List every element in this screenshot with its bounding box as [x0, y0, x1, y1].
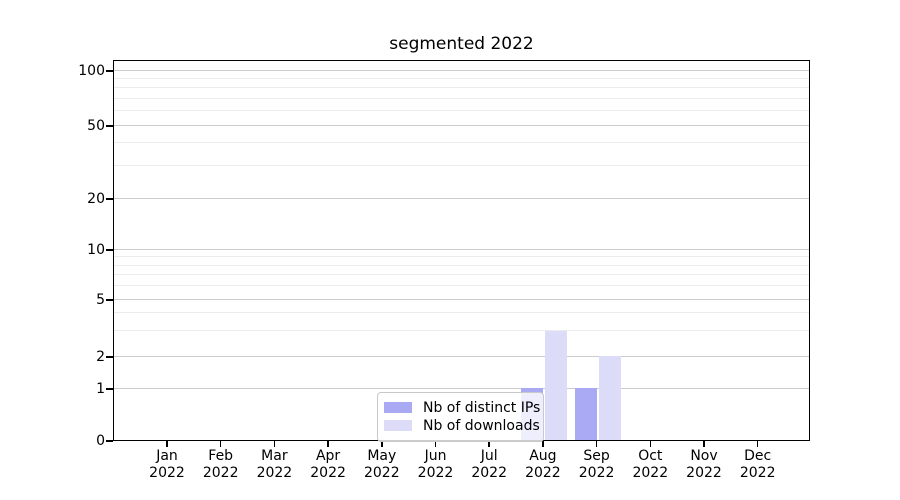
x-tick-year: 2022 [471, 465, 507, 481]
minor-gridline-40 [114, 142, 809, 144]
minor-gridline-70 [114, 97, 809, 99]
major-gridline-1 [114, 387, 809, 389]
x-tick-label-mar: Mar 2022 [242, 448, 306, 482]
x-tick-month: May [367, 448, 397, 464]
legend-row-nb-of-distinct-ips: Nb of distinct IPs [384, 399, 540, 416]
minor-gridline-3 [114, 330, 809, 332]
x-tick-year: 2022 [739, 465, 776, 481]
x-tick-mark-sep [595, 441, 598, 447]
x-tick-month: Jun [424, 448, 447, 464]
major-gridline-5 [114, 298, 809, 300]
x-tick-mark-may [381, 441, 383, 447]
x-tick-year: 2022 [149, 465, 185, 481]
x-tick-mark-nov [703, 441, 705, 447]
major-gridline-50 [114, 124, 809, 126]
x-tick-month: Jul [480, 448, 498, 464]
x-tick-year: 2022 [363, 465, 400, 481]
legend-label: Nb of distinct IPs [423, 399, 541, 416]
x-tick-mark-jun [434, 441, 437, 447]
x-tick-year: 2022 [686, 465, 722, 481]
y-tick-mark-50 [106, 125, 113, 127]
minor-gridline-90 [114, 77, 809, 79]
x-tick-mark-jan [166, 441, 168, 447]
x-tick-year: 2022 [578, 465, 615, 481]
x-tick-label-sep: Sep 2022 [565, 448, 629, 482]
x-tick-mark-dec [756, 441, 759, 447]
x-tick-mark-apr [327, 441, 329, 447]
x-tick-month: Sep [583, 448, 610, 464]
x-tick-year: 2022 [417, 465, 454, 481]
minor-gridline-4 [114, 312, 809, 314]
x-tick-mark-feb [219, 441, 222, 447]
x-tick-mark-aug [542, 441, 544, 447]
x-tick-label-may: May 2022 [350, 448, 414, 482]
x-tick-month: Aug [529, 448, 557, 464]
minor-gridline-80 [114, 87, 809, 89]
y-tick-label-1: 1 [96, 380, 105, 397]
y-tick-mark-10 [106, 249, 113, 251]
y-tick-label-20: 20 [87, 190, 105, 207]
x-tick-month: Oct [638, 448, 663, 464]
x-tick-label-aug: Aug 2022 [511, 448, 575, 482]
x-tick-label-dec: Dec 2022 [726, 448, 790, 482]
y-tick-label-10: 10 [87, 242, 105, 258]
y-tick-label-5: 5 [96, 291, 105, 308]
x-tick-year: 2022 [310, 465, 346, 481]
y-tick-label-2: 2 [96, 348, 105, 365]
major-gridline-10 [114, 248, 809, 250]
minor-gridline-30 [114, 165, 809, 167]
minor-gridline-7 [114, 274, 809, 276]
x-tick-month: Mar [261, 448, 288, 464]
x-tick-label-apr: Apr 2022 [296, 448, 360, 482]
major-gridline-20 [114, 197, 809, 199]
legend-swatch-nb-of-downloads [384, 420, 412, 431]
major-gridline-100 [114, 69, 809, 71]
x-tick-month: Jan [156, 448, 178, 464]
bar-nb-of-distinct-ips-sep-2022 [575, 388, 598, 440]
legend-label: Nb of downloads [423, 417, 540, 434]
x-tick-label-jan: Jan 2022 [135, 448, 199, 482]
y-tick-label-50: 50 [87, 117, 105, 134]
x-tick-label-jun: Jun 2022 [404, 448, 468, 482]
chart-title: segmented 2022 [389, 34, 534, 54]
x-tick-year: 2022 [632, 465, 669, 481]
legend-row-nb-of-downloads: Nb of downloads [384, 417, 540, 434]
y-tick-mark-2 [106, 356, 113, 358]
x-tick-label-oct: Oct 2022 [618, 448, 682, 482]
x-tick-month: Apr [315, 448, 341, 464]
x-tick-mark-mar [273, 441, 276, 447]
plot-area [113, 60, 810, 441]
x-tick-label-jul: Jul 2022 [457, 448, 521, 482]
x-tick-year: 2022 [256, 465, 293, 481]
minor-gridline-6 [114, 285, 809, 287]
major-gridline-2 [114, 355, 809, 357]
y-tick-mark-0 [106, 440, 113, 442]
minor-gridline-9 [114, 256, 809, 258]
legend-swatch-nb-of-distinct-ips [384, 402, 412, 413]
bar-nb-of-downloads-sep-2022 [599, 356, 622, 440]
x-tick-mark-oct [649, 441, 652, 447]
x-tick-month: Nov [690, 448, 718, 464]
x-tick-month: Feb [208, 448, 234, 464]
legend: Nb of distinct IPs Nb of downloads [377, 392, 544, 442]
x-tick-month: Dec [744, 448, 772, 464]
y-tick-mark-20 [106, 198, 113, 200]
y-tick-mark-1 [106, 388, 113, 390]
x-tick-label-feb: Feb 2022 [189, 448, 253, 482]
minor-gridline-60 [114, 110, 809, 112]
bar-nb-of-downloads-aug-2022 [545, 330, 568, 440]
x-tick-label-nov: Nov 2022 [672, 448, 736, 482]
x-tick-mark-jul [488, 441, 490, 447]
y-tick-label-0: 0 [96, 433, 105, 449]
minor-gridline-8 [114, 264, 809, 266]
x-tick-year: 2022 [525, 465, 561, 481]
x-tick-year: 2022 [202, 465, 239, 481]
y-tick-mark-5 [106, 299, 113, 301]
y-tick-label-100: 100 [78, 63, 105, 79]
y-tick-mark-100 [106, 70, 113, 72]
